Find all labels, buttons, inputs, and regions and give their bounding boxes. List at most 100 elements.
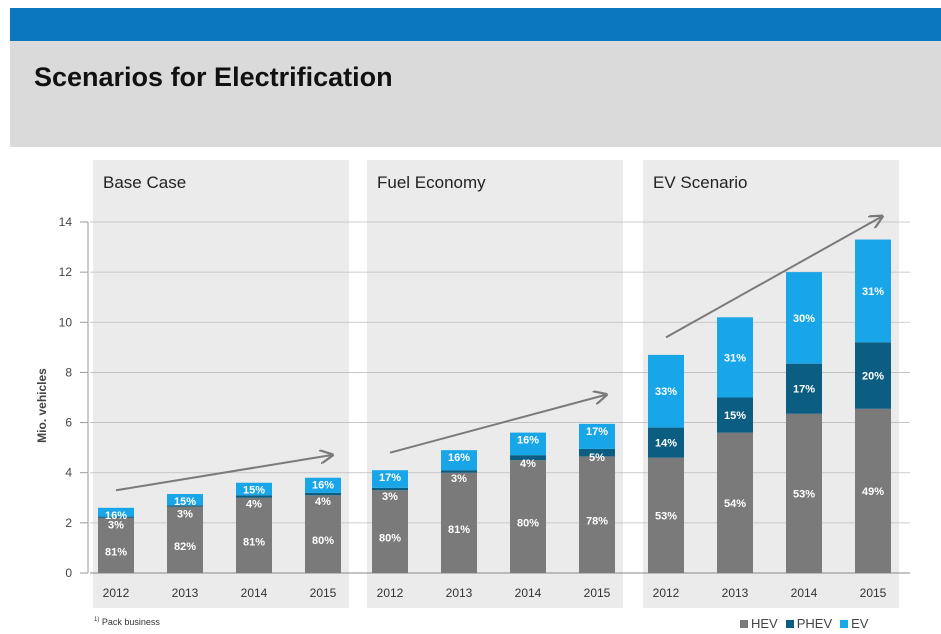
bar-segment-phev	[510, 455, 546, 461]
legend-label-ev: EV	[851, 616, 869, 631]
bar-segment-ev	[305, 477, 341, 493]
scenario-title: EV Scenario	[653, 173, 748, 192]
legend-swatch-phev	[785, 619, 794, 628]
data-label-phev: 17%	[793, 384, 815, 396]
data-label-phev: 15%	[724, 410, 746, 422]
bar-segment-hev	[579, 456, 615, 573]
x-tick-label: 2014	[791, 586, 818, 600]
legend-label-phev: PHEV	[796, 616, 833, 631]
data-label-ev: 16%	[105, 510, 127, 522]
scenario-title: Base Case	[103, 173, 186, 192]
data-label-hev: 78%	[586, 516, 608, 528]
bar-segment-hev	[648, 457, 684, 573]
data-label-phev: 20%	[862, 371, 884, 383]
data-label-hev: 80%	[517, 518, 539, 530]
bar-segment-phev	[717, 397, 753, 433]
bar-segment-phev	[305, 492, 341, 496]
data-label-ev: 16%	[448, 452, 470, 464]
y-tick-label: 12	[59, 265, 73, 279]
legend-item-hev: HEV	[740, 616, 778, 631]
x-tick-label: 2014	[515, 586, 542, 600]
page-title: Scenarios for Electrification	[34, 62, 393, 92]
data-label-phev: 4%	[246, 498, 262, 510]
legend-label-hev: HEV	[751, 616, 778, 631]
data-label-hev: 80%	[312, 535, 334, 547]
data-label-ev: 16%	[517, 435, 539, 447]
trend-arrow	[665, 217, 881, 339]
bar-segment-hev	[167, 506, 203, 573]
y-tick-label: 10	[59, 315, 73, 329]
bar-segment-ev	[98, 507, 134, 517]
data-label-phev: 3%	[451, 473, 467, 485]
data-label-ev: 15%	[174, 496, 196, 508]
chart-legend: HEV PHEV EV	[740, 616, 868, 631]
data-label-ev: 17%	[379, 472, 401, 484]
data-label-phev: 3%	[108, 520, 124, 532]
bar-segment-hev	[372, 490, 408, 573]
bar-segment-hev	[510, 460, 546, 573]
y-tick-label: 14	[59, 215, 73, 229]
data-label-hev: 80%	[379, 533, 401, 545]
bar-segment-ev	[717, 317, 753, 398]
data-label-phev: 5%	[589, 452, 605, 464]
trend-arrow	[389, 395, 605, 454]
y-tick-label: 4	[65, 466, 72, 480]
data-label-hev: 53%	[793, 488, 815, 500]
y-axis-label: Mio. vehicles	[35, 368, 49, 443]
bar-segment-ev	[510, 432, 546, 456]
bar-segment-phev	[167, 505, 203, 507]
x-tick-label: 2012	[377, 586, 404, 600]
bar-segment-hev	[717, 432, 753, 573]
trend-arrow	[115, 455, 331, 492]
x-tick-label: 2014	[241, 586, 268, 600]
data-label-phev: 4%	[315, 496, 331, 508]
data-label-phev: 3%	[382, 491, 398, 503]
data-label-ev: 17%	[586, 426, 608, 438]
data-label-hev: 81%	[243, 536, 265, 548]
y-tick-label: 0	[65, 566, 72, 580]
bar-segment-ev	[441, 450, 477, 471]
data-label-phev: 14%	[655, 438, 677, 450]
bar-segment-ev	[579, 423, 615, 449]
bar-segment-phev	[648, 427, 684, 458]
title-banner	[10, 41, 941, 147]
y-tick-label: 2	[65, 516, 72, 530]
data-label-hev: 81%	[448, 524, 470, 536]
bar-segment-phev	[786, 363, 822, 414]
top-accent-bar	[10, 8, 941, 41]
data-label-ev: 33%	[655, 386, 677, 398]
legend-item-phev: PHEV	[785, 616, 833, 631]
x-tick-label: 2012	[653, 586, 680, 600]
x-tick-label: 2012	[103, 586, 130, 600]
y-tick-label: 8	[65, 365, 72, 379]
bar-segment-hev	[236, 497, 272, 573]
legend-swatch-ev	[840, 619, 849, 628]
data-label-hev: 54%	[724, 498, 746, 510]
bar-segment-phev	[855, 342, 891, 409]
data-label-hev: 53%	[655, 510, 677, 522]
data-label-ev: 16%	[312, 480, 334, 492]
x-tick-label: 2015	[860, 586, 887, 600]
bar-segment-ev	[372, 470, 408, 488]
y-tick-label: 6	[65, 416, 72, 430]
footnote-marker: 1)	[94, 617, 100, 623]
bar-segment-ev	[855, 239, 891, 343]
bar-segment-hev	[855, 408, 891, 573]
data-label-phev: 4%	[520, 458, 536, 470]
data-label-hev: 49%	[862, 486, 884, 498]
bar-segment-ev	[648, 354, 684, 428]
legend-item-ev: EV	[840, 616, 868, 631]
bar-segment-ev	[786, 272, 822, 364]
data-label-ev: 30%	[793, 313, 815, 325]
bar-segment-phev	[441, 470, 477, 473]
data-label-ev: 15%	[243, 485, 265, 497]
bar-segment-hev	[98, 517, 134, 573]
bar-segment-hev	[305, 495, 341, 573]
data-label-hev: 82%	[174, 541, 196, 553]
bar-segment-ev	[236, 482, 272, 496]
legend-swatch-hev	[740, 619, 748, 628]
bar-segment-hev	[786, 413, 822, 573]
scenario-title: Fuel Economy	[377, 173, 486, 192]
x-tick-label: 2013	[446, 586, 473, 600]
